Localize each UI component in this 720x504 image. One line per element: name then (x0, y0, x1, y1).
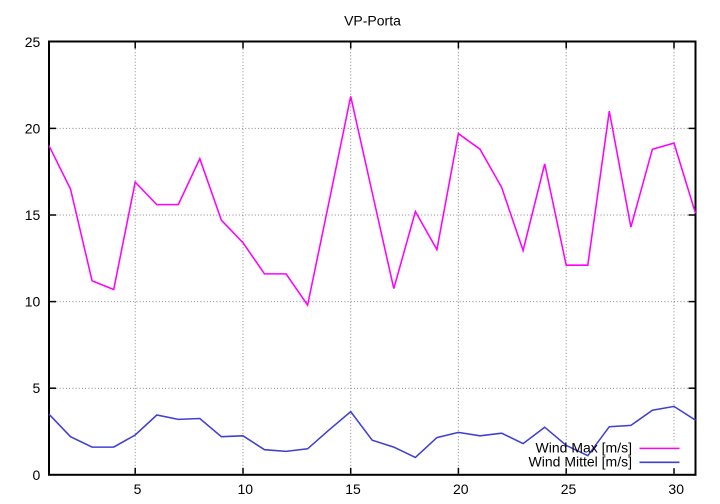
svg-text:5: 5 (33, 380, 41, 396)
svg-text:20: 20 (25, 120, 41, 136)
svg-text:Wind Mittel [m/s]: Wind Mittel [m/s] (529, 454, 632, 470)
svg-text:25: 25 (25, 34, 41, 50)
svg-text:VP-Porta: VP-Porta (344, 13, 401, 29)
svg-text:Wind Max [m/s]: Wind Max [m/s] (536, 440, 632, 456)
svg-text:15: 15 (25, 207, 41, 223)
svg-text:0: 0 (33, 467, 41, 483)
svg-text:20: 20 (453, 481, 469, 497)
svg-text:10: 10 (25, 294, 41, 310)
svg-text:10: 10 (238, 481, 254, 497)
svg-text:15: 15 (345, 481, 361, 497)
svg-text:25: 25 (561, 481, 577, 497)
svg-text:5: 5 (134, 481, 142, 497)
svg-text:30: 30 (668, 481, 684, 497)
